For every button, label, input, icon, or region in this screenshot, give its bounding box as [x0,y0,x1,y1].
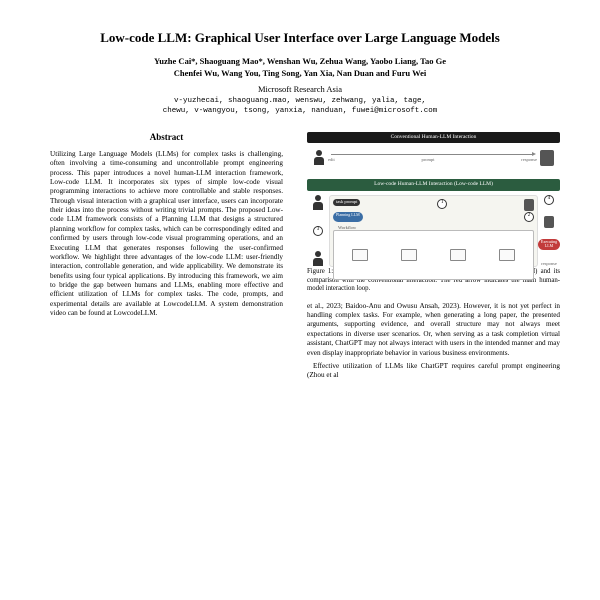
workflow-box: Workflow [333,230,534,280]
person-icon [312,251,324,267]
lowcode-right: 4 Executing LLM response [542,195,556,267]
authors: Yuzhe Cai*, Shaoguang Mao*, Wenshan Wu, … [40,56,560,80]
wf-node [352,249,368,261]
affiliation: Microsoft Research Asia [40,84,560,94]
conventional-row: edit prompt response [307,143,560,173]
edit-label: edit [328,157,335,163]
body-para-1: et al., 2023; Baidoo-Anu and Owusu Ansah… [307,302,560,358]
person-icon [312,195,324,211]
planning-llm-pill: Planning LLM [333,212,363,222]
workflow-nodes [336,233,531,277]
paper-page: Low-code LLM: Graphical User Interface o… [0,0,600,385]
robot-icon [540,150,554,166]
right-column: Conventional Human-LLM Interaction edit … [307,132,560,384]
task-prompt-pill: task prompt [333,199,360,206]
wf-node [401,249,417,261]
figure-graphic: Conventional Human-LLM Interaction edit … [307,132,560,262]
body-para-2: Effective utilization of LLMs like ChatG… [307,362,560,381]
authors-line2: Chenfei Wu, Wang You, Ting Song, Yan Xia… [174,68,427,78]
two-column-layout: Abstract Utilizing Large Language Models… [40,132,560,384]
authors-line1: Yuzhe Cai*, Shaoguang Mao*, Wenshan Wu, … [154,56,446,66]
circle-1: 1 [437,199,447,209]
banner-lowcode: Low-code Human-LLM Interaction (Low-code… [307,179,560,190]
emails-line1: v-yuzhecai, shaoguang.mao, wenswu, zehwa… [174,97,426,105]
response-label: response [541,261,557,267]
abstract-heading: Abstract [40,132,293,144]
emails-line2: chewu, v-wangyou, tsong, yanxia, nanduan… [163,107,438,115]
lowcode-mid: task prompt 1 Planning LLM 2 Workflow [329,195,538,267]
banner-conventional: Conventional Human-LLM Interaction [307,132,560,143]
abstract-body: Utilizing Large Language Models (LLMs) f… [40,150,293,318]
circle-3: 3 [313,226,323,236]
wf-node [450,249,466,261]
workflow-label: Workflow [338,225,356,231]
prompt-label: prompt [422,157,435,163]
figure-1: Conventional Human-LLM Interaction edit … [307,132,560,262]
emails: v-yuzhecai, shaoguang.mao, wenswu, zehwa… [40,97,560,117]
executing-llm-pill: Executing LLM [538,239,560,250]
lowcode-area: 3 task prompt 1 Planning LLM 2 [307,191,560,271]
wf-node [499,249,515,261]
paper-title: Low-code LLM: Graphical User Interface o… [40,30,560,46]
left-column: Abstract Utilizing Large Language Models… [40,132,293,384]
circle-2: 2 [524,212,534,222]
person-icon [313,150,325,166]
arrow-icon [331,154,534,155]
robot-icon [524,199,534,211]
robot-icon [544,216,554,228]
lowcode-left: 3 [311,195,325,267]
circle-4: 4 [544,195,554,205]
response-label: response [521,157,537,163]
